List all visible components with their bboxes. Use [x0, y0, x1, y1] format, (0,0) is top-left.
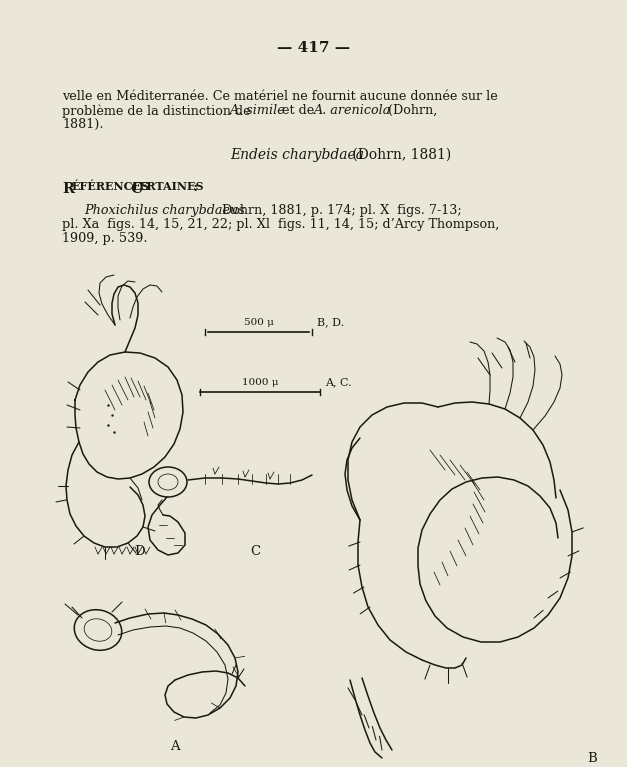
- Text: A. arenicola: A. arenicola: [314, 104, 391, 117]
- Text: ÉFÉRENCES: ÉFÉRENCES: [72, 181, 150, 192]
- Text: — 417 —: — 417 —: [277, 41, 350, 55]
- Text: 1909, p. 539.: 1909, p. 539.: [62, 232, 147, 245]
- Text: Dohrn, 1881, p. 174; pl. X  figs. 7-13;: Dohrn, 1881, p. 174; pl. X figs. 7-13;: [218, 204, 461, 217]
- Text: 1881).: 1881).: [62, 118, 103, 131]
- Text: B, D.: B, D.: [317, 317, 344, 327]
- Text: pl. Xa  figs. 14, 15, 21, 22; pl. Xl  figs. 11, 14, 15; d’Arcy Thompson,: pl. Xa figs. 14, 15, 21, 22; pl. Xl figs…: [62, 218, 499, 231]
- Text: 1000 μ: 1000 μ: [242, 378, 278, 387]
- Text: A, C.: A, C.: [325, 377, 352, 387]
- Text: 500 μ: 500 μ: [243, 318, 273, 327]
- Text: velle en Méditerranée. Ce matériel ne fournit aucune donnée sur le: velle en Méditerranée. Ce matériel ne fo…: [62, 90, 498, 103]
- Text: (Dohrn,: (Dohrn,: [384, 104, 438, 117]
- Text: :: :: [189, 181, 198, 194]
- Text: ERTAINES: ERTAINES: [139, 181, 204, 192]
- Text: problème de la distinction de: problème de la distinction de: [62, 104, 255, 117]
- Text: A: A: [170, 740, 180, 753]
- Text: (Dohrn, 1881): (Dohrn, 1881): [348, 148, 451, 162]
- Text: A. simile: A. simile: [230, 104, 286, 117]
- Text: C: C: [126, 182, 143, 196]
- Text: D: D: [135, 545, 145, 558]
- Text: R: R: [62, 182, 74, 196]
- Text: B: B: [587, 752, 597, 765]
- Text: Endeis charybdaea: Endeis charybdaea: [230, 148, 364, 162]
- Text: C: C: [250, 545, 260, 558]
- Text: et de: et de: [278, 104, 319, 117]
- Text: Phoxichilus charybdaeus: Phoxichilus charybdaeus: [84, 204, 245, 217]
